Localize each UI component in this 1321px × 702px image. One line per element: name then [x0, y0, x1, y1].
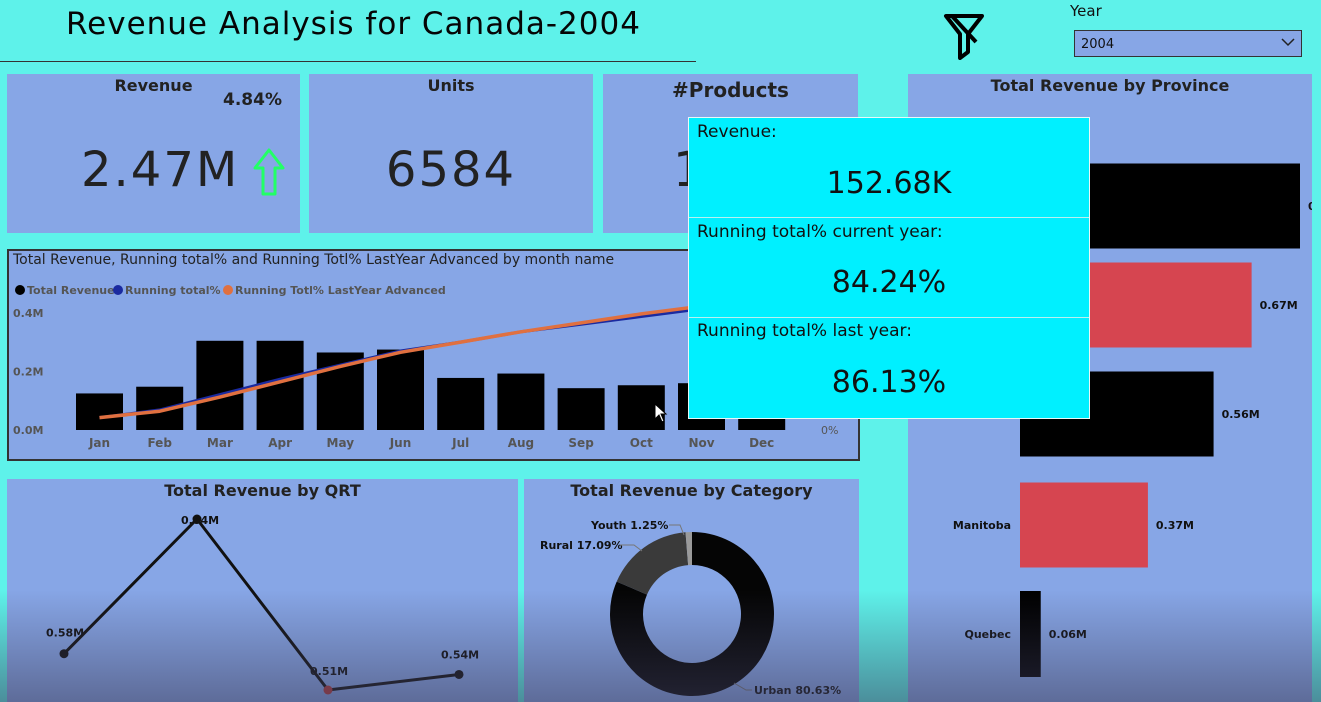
x-tick-label: Aug [508, 436, 534, 450]
products-card-title: #Products [672, 78, 789, 102]
category-slice [616, 532, 689, 595]
tooltip-current-value: 84.24% [831, 265, 947, 300]
title-divider [0, 61, 696, 62]
year-slicer-label: Year [1070, 2, 1102, 20]
qrt-point [192, 514, 202, 524]
revenue-change: 4.84% [223, 90, 282, 110]
units-card[interactable]: Units 6584 [309, 74, 593, 233]
tooltip-last-value: 86.13% [831, 365, 947, 400]
revenue-bar [76, 393, 123, 430]
x-tick-label: Sep [568, 436, 594, 450]
x-tick-label: Oct [630, 436, 653, 450]
x-tick-label: May [327, 436, 355, 450]
category-label: Rural 17.09% [540, 539, 623, 552]
x-tick-label: Jun [389, 436, 412, 450]
qrt-point [59, 649, 69, 659]
category-chart-svg: Urban 80.63% Rural 17.09% Youth 1.25% [540, 519, 841, 697]
monthly-chart-title: Total Revenue, Running total% and Runnin… [13, 252, 615, 268]
units-value: 6584 [385, 142, 517, 198]
chart-tooltip: Revenue: 152.68K Running total% current … [688, 117, 1090, 419]
tooltip-last-label: Running total% last year: [697, 321, 912, 341]
tooltip-revenue-label: Revenue: [697, 122, 777, 142]
category-leader-line [620, 544, 643, 552]
province-value-label: 0.67M [1260, 299, 1298, 312]
arrow-up-icon [253, 148, 285, 196]
tooltip-divider [689, 217, 1089, 218]
qrt-point [323, 685, 333, 695]
category-revenue-chart[interactable]: Total Revenue by Category Urban 80.63% Ru… [524, 479, 859, 702]
qrt-chart-svg: 0.58M 0.84M 0.51M 0.54M [46, 514, 479, 695]
y-tick-label: 0.4M [13, 307, 43, 320]
mouse-cursor-icon [654, 403, 668, 423]
y-tick-label: 0.0M [13, 424, 43, 437]
tooltip-revenue-value: 152.68K [826, 166, 952, 201]
province-category-label: Manitoba [953, 519, 1011, 532]
province-bar [1020, 482, 1148, 568]
quarter-revenue-chart[interactable]: Total Revenue by QRT 0.58M 0.84M 0.51M 0.54… [7, 479, 518, 702]
x-tick-label: Feb [147, 436, 172, 450]
revenue-bar [557, 388, 605, 430]
legend-label: Running Totl% LastYear Advanced [235, 284, 446, 297]
category-chart-title: Total Revenue by Category [570, 481, 813, 500]
y2-tick-label: 0% [821, 424, 838, 437]
page-title: Revenue Analysis for Canada-2004 [66, 6, 641, 42]
x-tick-label: Jul [451, 436, 469, 450]
legend-marker [15, 285, 25, 295]
filter-funnel-icon [944, 14, 984, 60]
legend-marker [113, 285, 123, 295]
qrt-value-label: 0.84M [181, 514, 219, 527]
tooltip-divider [689, 317, 1089, 318]
revenue-bar [437, 377, 485, 430]
x-tick-label: Jan [88, 436, 110, 450]
units-card-title: Units [427, 76, 475, 95]
y-tick-label: 0.2M [13, 366, 43, 379]
year-dropdown[interactable]: 2004 [1074, 30, 1302, 57]
revenue-card-title: Revenue [114, 76, 193, 95]
province-category-label: Quebec [965, 628, 1012, 641]
province-chart-title: Total Revenue by Province [990, 76, 1230, 95]
x-tick-label: Mar [207, 436, 233, 450]
qrt-chart-title: Total Revenue by QRT [164, 481, 361, 500]
x-tick-label: Nov [688, 436, 714, 450]
qrt-value-label: 0.54M [441, 648, 479, 661]
province-value-label: 0.06M [1049, 628, 1087, 641]
province-value-label: 0.81M [1308, 200, 1312, 213]
x-tick-label: Apr [268, 436, 292, 450]
revenue-card[interactable]: Revenue 4.84% 2.47M [7, 74, 300, 233]
legend-label: Running total% [125, 284, 221, 297]
category-label: Youth 1.25% [590, 519, 668, 532]
x-tick-label: Dec [749, 436, 774, 450]
running-last-year-line [99, 298, 762, 420]
province-value-label: 0.37M [1156, 519, 1194, 532]
revenue-bar [497, 373, 545, 430]
category-leader-line [733, 682, 752, 691]
revenue-bar [377, 349, 424, 430]
category-label: Urban 80.63% [754, 684, 841, 697]
chevron-down-icon [1281, 38, 1295, 47]
revenue-bar [196, 340, 244, 430]
qrt-point [454, 669, 464, 679]
category-leader-line [669, 524, 685, 536]
tooltip-current-label: Running total% current year: [697, 222, 943, 242]
province-value-label: 0.56M [1222, 408, 1260, 421]
legend-marker [223, 285, 233, 295]
revenue-value: 2.47M [81, 142, 240, 198]
legend-label: Total Revenue [27, 284, 115, 297]
province-bar [1020, 591, 1041, 677]
qrt-line [62, 517, 460, 692]
qrt-value-label: 0.58M [46, 627, 84, 640]
year-selected-value: 2004 [1081, 37, 1115, 52]
qrt-value-label: 0.51M [310, 665, 348, 678]
category-slice [685, 532, 692, 566]
